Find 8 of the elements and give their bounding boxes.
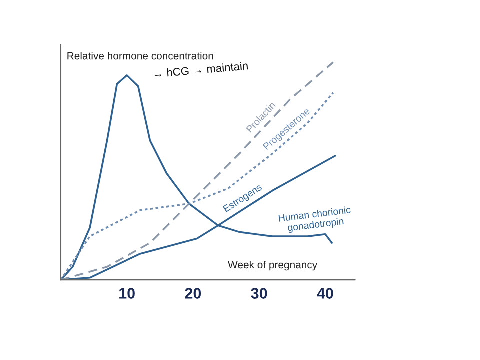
y-axis-title: Relative hormone concentration <box>68 52 214 60</box>
x-tick-label: 40 <box>317 288 334 299</box>
text: Human chorionic gonadotropin <box>278 206 351 234</box>
x-axis-title: Week of pregnancy <box>228 260 318 271</box>
annotation: → hCG → maintain <box>154 62 248 78</box>
x-tick-label: 10 <box>120 288 135 299</box>
x-tick-label: 30 <box>251 288 268 299</box>
x-tick-label: 20 <box>185 288 202 299</box>
